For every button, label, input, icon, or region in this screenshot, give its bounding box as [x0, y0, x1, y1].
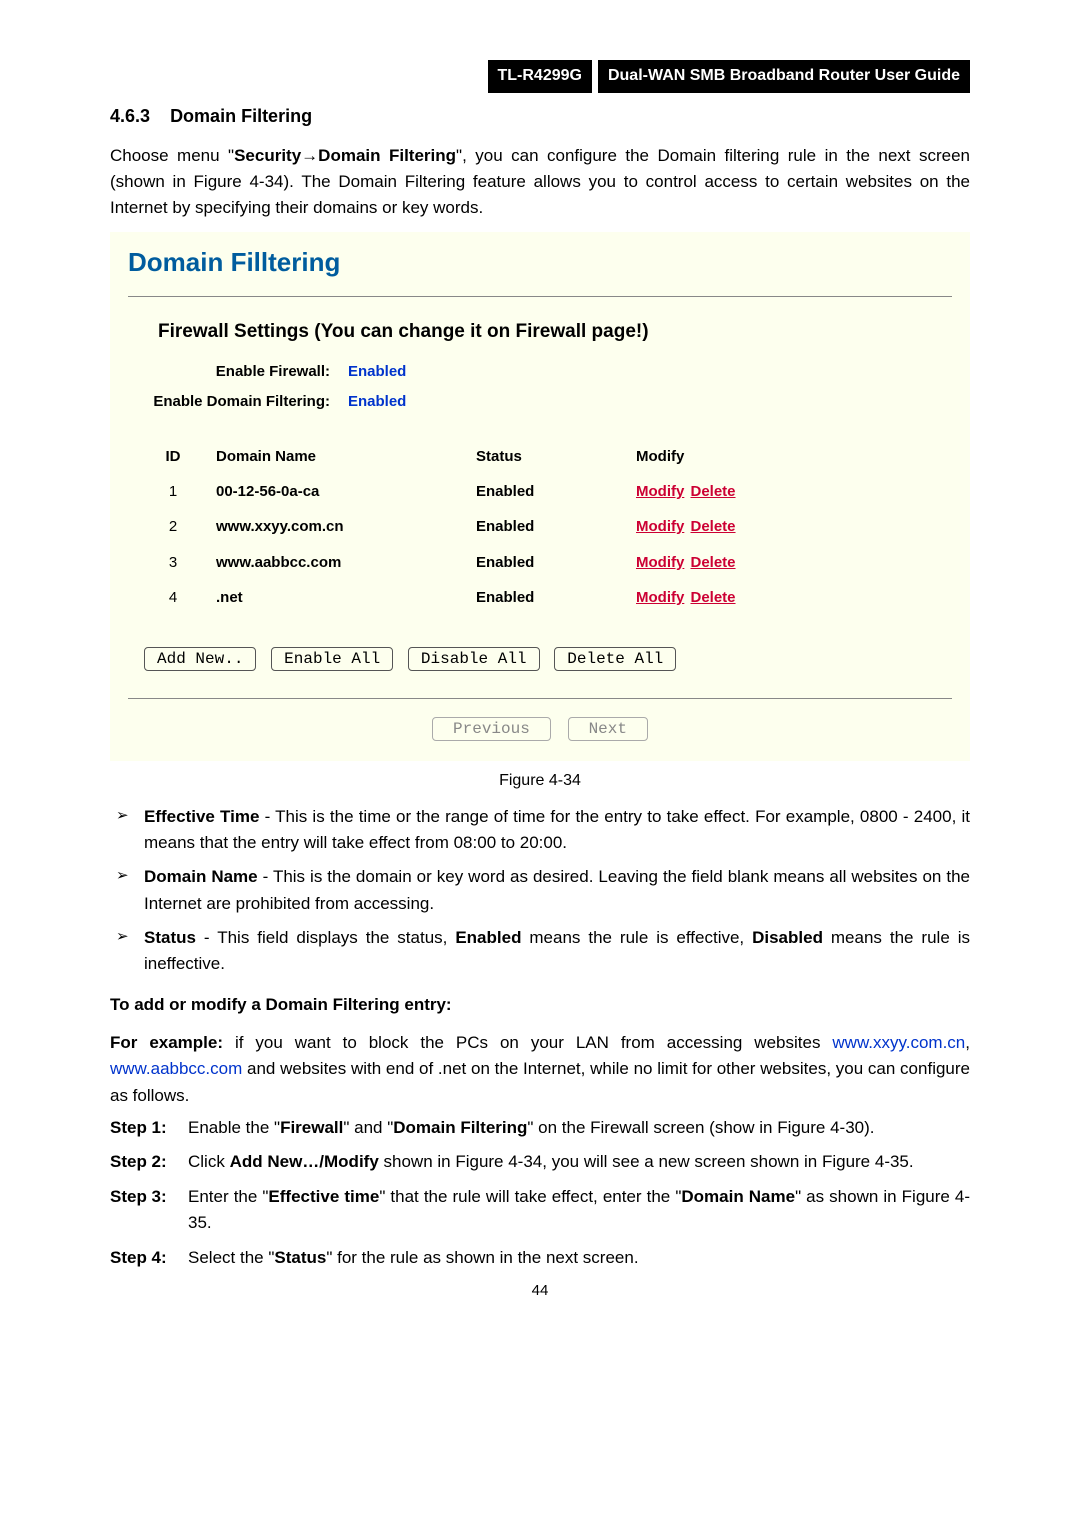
- step-label: Step 3:: [110, 1184, 188, 1237]
- bullet-list: Effective Time - This is the time or the…: [110, 804, 970, 978]
- setting-row: Enable Domain Filtering:Enabled: [138, 390, 942, 413]
- modify-link[interactable]: Modify: [636, 518, 684, 535]
- table-header-cell: ID: [138, 439, 208, 474]
- setting-label: Enable Domain Filtering:: [138, 390, 348, 413]
- figure-caption: Figure 4-34: [110, 769, 970, 794]
- previous-button[interactable]: Previous: [432, 717, 551, 741]
- step-row: Step 3:Enter the "Effective time" that t…: [110, 1184, 970, 1237]
- setting-value: Enabled: [348, 360, 406, 383]
- nav-row: Previous Next: [128, 715, 952, 741]
- model-badge: TL-R4299G: [488, 60, 592, 93]
- page-number: 44: [110, 1279, 970, 1302]
- delete-link[interactable]: Delete: [691, 554, 736, 571]
- table-header-cell: Domain Name: [208, 439, 468, 474]
- table-row: 3www.aabbcc.comEnabledModify Delete: [138, 545, 942, 580]
- bullet-item: Domain Name - This is the domain or key …: [110, 864, 970, 917]
- disable-all-button[interactable]: Disable All: [408, 647, 540, 671]
- step-label: Step 1:: [110, 1115, 188, 1141]
- panel-heading: Firewall Settings (You can change it on …: [158, 317, 942, 346]
- figure-title: Domain Filltering: [128, 242, 952, 282]
- step-row: Step 2:Click Add New…/Modify shown in Fi…: [110, 1149, 970, 1175]
- step-body: Enter the "Effective time" that the rule…: [188, 1184, 970, 1237]
- section-number: 4.6.3: [110, 106, 150, 126]
- intro-paragraph: Choose menu "Security→Domain Filtering",…: [110, 143, 970, 222]
- domain-table: IDDomain NameStatusModify 100-12-56-0a-c…: [138, 439, 942, 615]
- example-link-1[interactable]: www.xxyy.com.cn: [832, 1033, 965, 1052]
- add-new-button[interactable]: Add New..: [144, 647, 256, 671]
- doc-header: TL-R4299G Dual-WAN SMB Broadband Router …: [110, 60, 970, 93]
- table-row: 100-12-56-0a-caEnabledModify Delete: [138, 474, 942, 509]
- table-row: 2www.xxyy.com.cnEnabledModify Delete: [138, 509, 942, 544]
- setting-label: Enable Firewall:: [138, 360, 348, 383]
- section-title: Domain Filtering: [170, 106, 312, 126]
- table-row: 4.netEnabledModify Delete: [138, 580, 942, 615]
- example-link-2[interactable]: www.aabbcc.com: [110, 1059, 242, 1078]
- table-header-cell: Modify: [628, 439, 942, 474]
- step-row: Step 4:Select the "Status" for the rule …: [110, 1245, 970, 1271]
- subheading: To add or modify a Domain Filtering entr…: [110, 992, 970, 1018]
- setting-row: Enable Firewall:Enabled: [138, 360, 942, 383]
- section-heading: 4.6.3 Domain Filtering: [110, 103, 970, 131]
- delete-link[interactable]: Delete: [691, 518, 736, 535]
- step-row: Step 1:Enable the "Firewall" and "Domain…: [110, 1115, 970, 1141]
- next-button[interactable]: Next: [568, 717, 648, 741]
- modify-link[interactable]: Modify: [636, 483, 684, 500]
- step-body: Select the "Status" for the rule as show…: [188, 1245, 970, 1271]
- step-label: Step 2:: [110, 1149, 188, 1175]
- settings-panel: Firewall Settings (You can change it on …: [128, 296, 952, 699]
- step-label: Step 4:: [110, 1245, 188, 1271]
- table-header-cell: Status: [468, 439, 628, 474]
- delete-link[interactable]: Delete: [691, 589, 736, 606]
- figure-region: Domain Filltering Firewall Settings (You…: [110, 232, 970, 761]
- guide-title: Dual-WAN SMB Broadband Router User Guide: [598, 60, 970, 93]
- delete-link[interactable]: Delete: [691, 483, 736, 500]
- modify-link[interactable]: Modify: [636, 589, 684, 606]
- bullet-item: Status - This field displays the status,…: [110, 925, 970, 978]
- delete-all-button[interactable]: Delete All: [554, 647, 676, 671]
- modify-link[interactable]: Modify: [636, 554, 684, 571]
- action-button-row: Add New.. Enable All Disable All Delete …: [144, 645, 942, 671]
- bullet-item: Effective Time - This is the time or the…: [110, 804, 970, 857]
- example-paragraph: For example: if you want to block the PC…: [110, 1030, 970, 1109]
- step-body: Enable the "Firewall" and "Domain Filter…: [188, 1115, 970, 1141]
- step-body: Click Add New…/Modify shown in Figure 4-…: [188, 1149, 970, 1175]
- setting-value: Enabled: [348, 390, 406, 413]
- enable-all-button[interactable]: Enable All: [271, 647, 393, 671]
